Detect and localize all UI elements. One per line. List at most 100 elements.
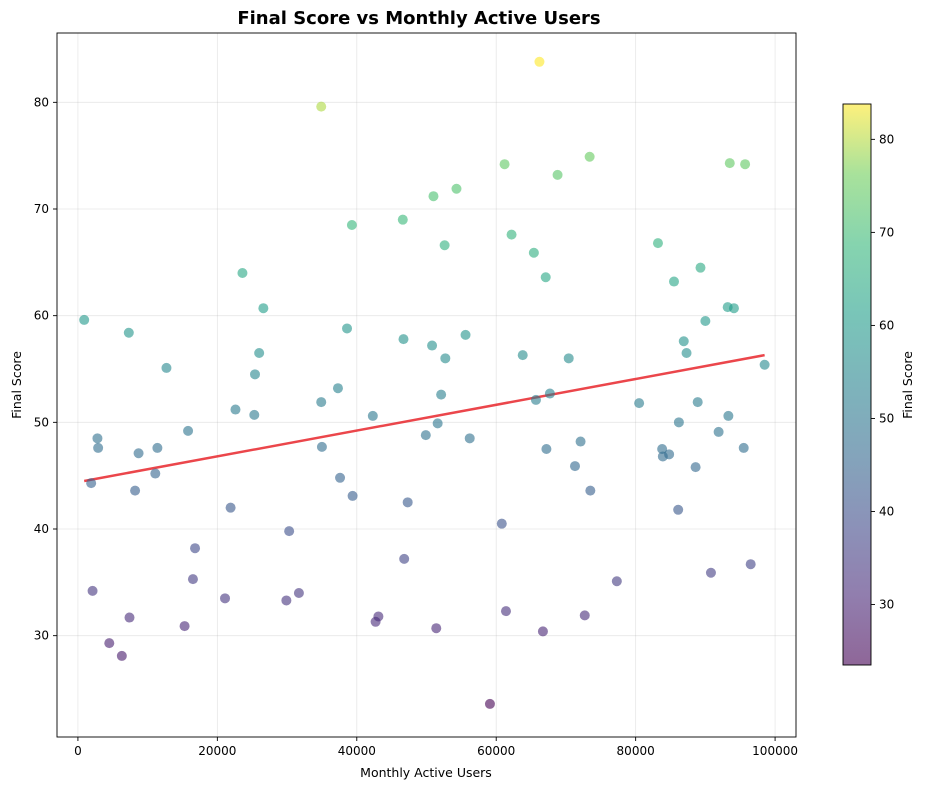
scatter-point [611,576,622,587]
x-tick-label: 20000 [198,744,236,758]
colorbar-ticks: 30 40 50 60 70 80 [871,132,894,612]
scatter-point [584,151,595,162]
scatter-point [673,417,684,428]
scatter-point [183,425,194,436]
scatter-point [335,472,346,483]
scatter-point [399,553,410,564]
scatter-point [190,543,201,554]
scatter-point [254,348,265,358]
scatter-point [258,303,269,314]
colorbar-label: Final Score [900,351,915,419]
scatter-point [439,240,450,251]
x-axis-ticks: 0 20000 40000 60000 80000 100000 [74,737,798,758]
scatter-point [723,410,734,421]
y-tick-label: 70 [34,202,49,216]
scatter-point [220,593,231,604]
scatter-point [116,650,127,661]
scatter-point [652,238,663,249]
scatter-point [738,442,749,453]
scatter-point [745,559,756,570]
scatter-point [540,272,551,283]
x-tick-label: 40000 [338,744,376,758]
scatter-point [460,329,471,340]
scatter-point [534,56,545,67]
scatter-point [517,350,528,361]
scatter-point [681,348,692,358]
colorbar-tick-label: 40 [879,504,894,518]
x-tick-label: 0 [74,744,82,758]
scatter-point [634,398,645,409]
scatter-points [79,56,770,709]
scatter-point [86,478,97,489]
y-tick-label: 50 [34,415,49,429]
scatter-point [316,397,327,408]
scatter-point [728,303,739,314]
colorbar-frame [842,103,872,666]
plot-frame [56,32,797,738]
colorbar-tick-label: 80 [879,132,894,146]
scatter-point [402,497,413,508]
scatter-point [530,394,541,405]
scatter-point [284,526,295,537]
scatter-point [281,595,292,606]
scatter-point [563,353,574,364]
scatter-point [79,314,90,325]
scatter-point [432,418,443,429]
scatter-point [124,612,135,623]
scatter-point [373,611,384,622]
scatter-point [431,623,442,634]
scatter-point [187,574,198,585]
scatter-point [249,369,260,380]
scatter-point [528,247,539,258]
scatter-point [440,353,451,364]
x-tick-label: 60000 [477,744,515,758]
y-tick-label: 30 [34,629,49,643]
scatter-point [342,323,353,334]
scatter-point [179,621,190,632]
scatter-point [585,485,596,496]
scatter-point [398,334,409,345]
scatter-point [499,159,510,170]
x-axis-label: Monthly Active Users [360,765,492,780]
scatter-point [397,214,408,225]
scatter-point [451,183,462,194]
scatter-point [579,610,590,621]
x-tick-label: 100000 [752,744,798,758]
trendline [83,353,765,483]
scatter-point [420,430,431,441]
scatter-point [92,433,103,444]
scatter-point [544,388,555,399]
scatter-point [673,504,684,515]
gridlines [57,33,796,737]
trendline-group [83,353,765,483]
scatter-point [664,449,675,460]
colorbar-gradient [843,104,871,665]
scatter-point [237,268,248,278]
scatter-point [506,229,517,240]
scatter-point [484,698,495,709]
x-tick-label: 80000 [617,744,655,758]
scatter-point [700,316,711,326]
scatter-point [87,585,98,596]
scatter-point [668,276,679,287]
scatter-point [367,410,378,421]
scatter-point [690,462,701,473]
scatter-point [230,404,241,415]
scatter-point [347,490,358,501]
scatter-point [249,409,260,420]
scatter-point [225,502,236,513]
scatter-point [740,159,751,170]
y-tick-label: 40 [34,522,49,536]
scatter-point [692,397,703,408]
scatter-point [161,362,172,373]
scatter-point [436,389,447,400]
colorbar: 30 40 50 60 70 80 Final Score [842,103,915,666]
scatter-point [724,158,735,169]
scatter-point [575,436,586,447]
scatter-point [133,448,144,459]
scatter-point [657,444,668,454]
y-axis-label: Final Score [9,351,24,419]
scatter-point [130,485,141,496]
scatter-point [104,638,115,649]
scatter-point [496,518,507,529]
